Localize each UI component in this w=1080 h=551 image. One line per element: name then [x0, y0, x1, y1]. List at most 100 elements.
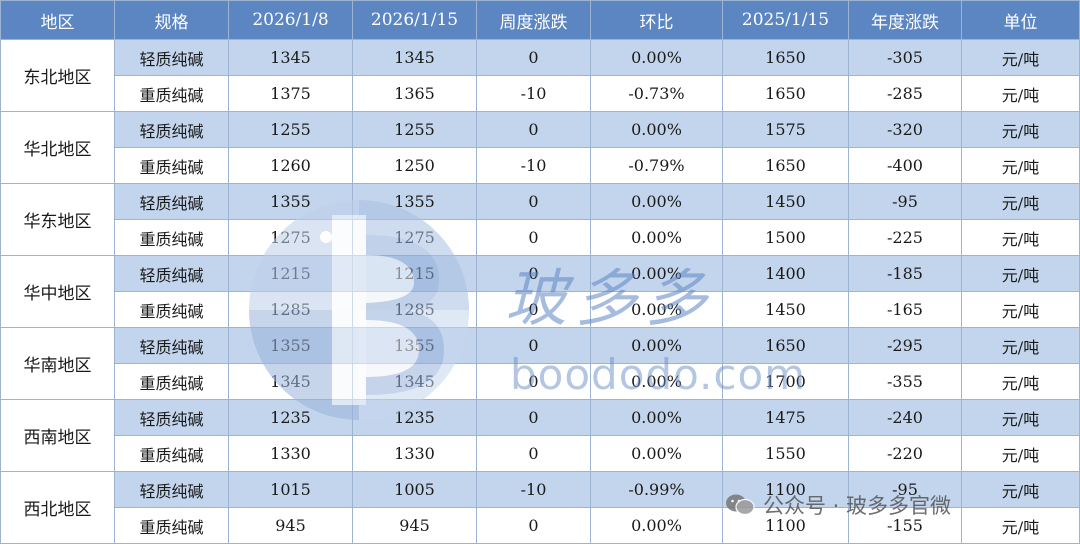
price-2025-01-15-cell: 1575 — [722, 111, 849, 148]
spec-cell: 重质纯碱 — [114, 147, 229, 184]
weekly-change-cell: 0 — [476, 399, 591, 436]
yearly-change-cell: -225 — [848, 219, 962, 256]
weekly-change-cell: 0 — [476, 183, 591, 220]
ratio-cell: 0.00% — [590, 507, 723, 544]
spec-cell: 重质纯碱 — [114, 435, 229, 472]
region-cell: 西北地区 — [0, 471, 115, 544]
spec-cell: 轻质纯碱 — [114, 327, 229, 364]
header-unit: 单位 — [961, 0, 1080, 40]
weekly-change-cell: -10 — [476, 147, 591, 184]
spec-cell: 轻质纯碱 — [114, 255, 229, 292]
yearly-change-cell: -295 — [848, 327, 962, 364]
header-row: 地区 规格 2026/1/8 2026/1/15 周度涨跌 环比 2025/1/… — [0, 0, 1080, 40]
unit-cell: 元/吨 — [961, 111, 1080, 148]
yearly-change-cell: -285 — [848, 75, 962, 112]
price-2025-01-15-cell: 1700 — [722, 363, 849, 400]
weekly-change-cell: 0 — [476, 219, 591, 256]
spec-cell: 轻质纯碱 — [114, 183, 229, 220]
spec-cell: 轻质纯碱 — [114, 39, 229, 76]
spec-cell: 重质纯碱 — [114, 291, 229, 328]
yearly-change-cell: -165 — [848, 291, 962, 328]
yearly-change-cell: -355 — [848, 363, 962, 400]
table-row: 西南地区 轻质纯碱 1235 1235 0 0.00% 1475 -240 元/吨 — [0, 399, 1080, 472]
weekly-change-cell: 0 — [476, 39, 591, 76]
ratio-cell: 0.00% — [590, 363, 723, 400]
weekly-change-cell: 0 — [476, 111, 591, 148]
price-2026-01-08-cell: 1345 — [228, 363, 353, 400]
header-spec: 规格 — [114, 0, 229, 40]
price-2026-01-08-cell: 1275 — [228, 219, 353, 256]
unit-cell: 元/吨 — [961, 219, 1080, 256]
unit-cell: 元/吨 — [961, 435, 1080, 472]
price-2025-01-15-cell: 1450 — [722, 291, 849, 328]
price-2025-01-15-cell: 1475 — [722, 399, 849, 436]
region-cell: 华北地区 — [0, 111, 115, 184]
price-2026-01-15-cell: 945 — [352, 507, 477, 544]
ratio-cell: 0.00% — [590, 291, 723, 328]
price-2025-01-15-cell: 1650 — [722, 147, 849, 184]
header-yearly-change: 年度涨跌 — [848, 0, 962, 40]
ratio-cell: 0.00% — [590, 255, 723, 292]
ratio-cell: 0.00% — [590, 435, 723, 472]
unit-cell: 元/吨 — [961, 255, 1080, 292]
table-row: 华南地区 轻质纯碱 1355 1355 0 0.00% 1650 -295 元/吨 — [0, 327, 1080, 400]
price-2026-01-15-cell: 1285 — [352, 291, 477, 328]
unit-cell: 元/吨 — [961, 75, 1080, 112]
price-2026-01-15-cell: 1355 — [352, 183, 477, 220]
unit-cell: 元/吨 — [961, 507, 1080, 544]
weekly-change-cell: 0 — [476, 255, 591, 292]
table-row: 重质纯碱 1330 1330 0 0.00% 1550 -220 元/吨 — [1, 435, 1080, 472]
price-2026-01-08-cell: 1345 — [228, 39, 353, 76]
spec-cell: 轻质纯碱 — [114, 111, 229, 148]
price-2026-01-08-cell: 1285 — [228, 291, 353, 328]
yearly-change-cell: -220 — [848, 435, 962, 472]
spec-cell: 轻质纯碱 — [114, 471, 229, 508]
price-2025-01-15-cell: 1100 — [722, 471, 849, 508]
ratio-cell: 0.00% — [590, 327, 723, 364]
ratio-cell: 0.00% — [590, 183, 723, 220]
price-2026-01-08-cell: 1375 — [228, 75, 353, 112]
price-2025-01-15-cell: 1650 — [722, 327, 849, 364]
price-2025-01-15-cell: 1650 — [722, 75, 849, 112]
spec-cell: 重质纯碱 — [114, 507, 229, 544]
unit-cell: 元/吨 — [961, 147, 1080, 184]
price-2026-01-15-cell: 1255 — [352, 111, 477, 148]
price-2026-01-15-cell: 1365 — [352, 75, 477, 112]
yearly-change-cell: -155 — [848, 507, 962, 544]
header-weekly-change: 周度涨跌 — [476, 0, 591, 40]
weekly-change-cell: -10 — [476, 75, 591, 112]
price-2026-01-08-cell: 1330 — [228, 435, 353, 472]
price-2026-01-08-cell: 1235 — [228, 399, 353, 436]
region-cell: 东北地区 — [0, 39, 115, 112]
region-cell: 西南地区 — [0, 399, 115, 472]
spec-cell: 重质纯碱 — [114, 219, 229, 256]
weekly-change-cell: 0 — [476, 363, 591, 400]
price-2026-01-08-cell: 1015 — [228, 471, 353, 508]
ratio-cell: 0.00% — [590, 39, 723, 76]
price-2026-01-15-cell: 1275 — [352, 219, 477, 256]
header-date-1: 2026/1/8 — [228, 0, 353, 40]
price-2025-01-15-cell: 1650 — [722, 39, 849, 76]
unit-cell: 元/吨 — [961, 399, 1080, 436]
unit-cell: 元/吨 — [961, 183, 1080, 220]
table-row: 重质纯碱 1285 1285 0 0.00% 1450 -165 元/吨 — [1, 291, 1080, 328]
weekly-change-cell: 0 — [476, 435, 591, 472]
yearly-change-cell: -185 — [848, 255, 962, 292]
header-ratio: 环比 — [590, 0, 723, 40]
weekly-change-cell: 0 — [476, 507, 591, 544]
yearly-change-cell: -400 — [848, 147, 962, 184]
price-2026-01-15-cell: 1250 — [352, 147, 477, 184]
price-2026-01-15-cell: 1235 — [352, 399, 477, 436]
weekly-change-cell: 0 — [476, 327, 591, 364]
price-2025-01-15-cell: 1450 — [722, 183, 849, 220]
price-2026-01-15-cell: 1330 — [352, 435, 477, 472]
yearly-change-cell: -305 — [848, 39, 962, 76]
header-date-3: 2025/1/15 — [722, 0, 849, 40]
ratio-cell: 0.00% — [590, 219, 723, 256]
price-2026-01-08-cell: 1255 — [228, 111, 353, 148]
region-cell: 华中地区 — [0, 255, 115, 328]
price-2026-01-08-cell: 1355 — [228, 183, 353, 220]
price-2026-01-08-cell: 1355 — [228, 327, 353, 364]
price-2025-01-15-cell: 1400 — [722, 255, 849, 292]
yearly-change-cell: -240 — [848, 399, 962, 436]
